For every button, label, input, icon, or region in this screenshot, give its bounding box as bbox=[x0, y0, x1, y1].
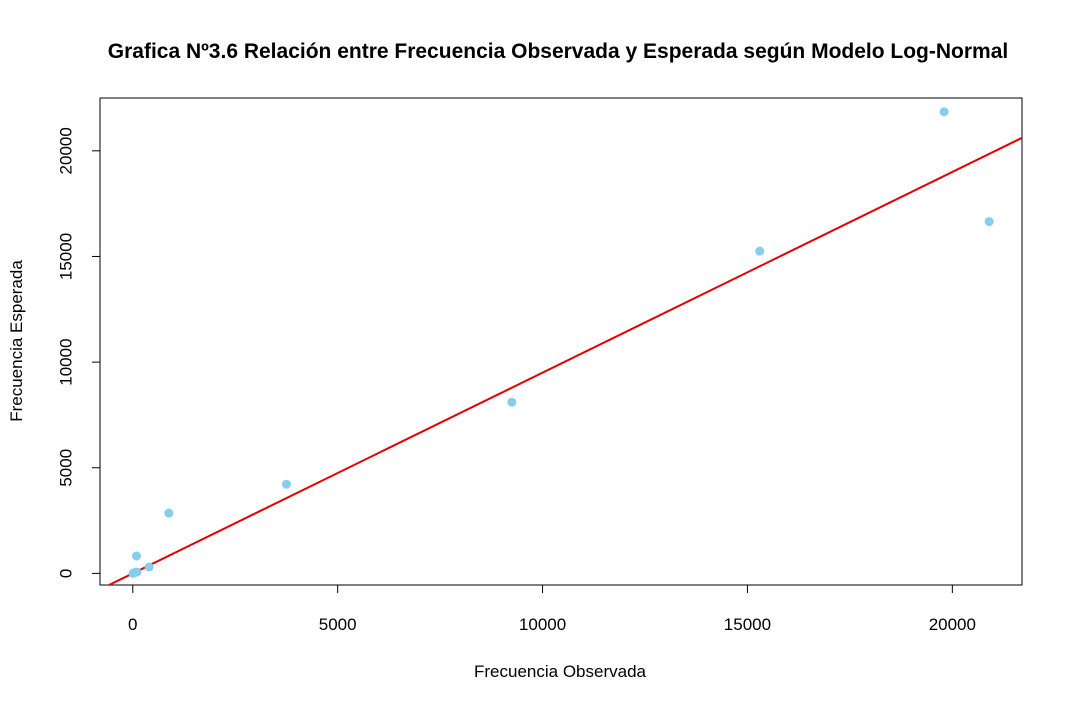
x-tick-label: 0 bbox=[128, 615, 137, 634]
data-points bbox=[128, 107, 994, 578]
data-point-4 bbox=[132, 567, 142, 577]
y-axis: 0 5000 10000 15000 20000 bbox=[56, 127, 101, 578]
data-point-12 bbox=[984, 217, 994, 227]
x-tick-label: 15000 bbox=[724, 615, 771, 634]
x-tick-label: 5000 bbox=[319, 615, 357, 634]
y-tick-label: 15000 bbox=[56, 233, 75, 280]
chart-title: Grafica Nº3.6 Relación entre Frecuencia … bbox=[108, 40, 1008, 63]
data-point-7 bbox=[164, 508, 174, 518]
y-axis-label: Frecuencia Esperada bbox=[7, 260, 26, 422]
y-tick-label: 20000 bbox=[56, 127, 75, 174]
data-point-8 bbox=[281, 479, 291, 489]
x-tick-label: 20000 bbox=[929, 615, 976, 634]
y-tick-label: 0 bbox=[56, 569, 75, 578]
x-axis-label: Frecuencia Observada bbox=[474, 662, 647, 681]
y-tick-label: 10000 bbox=[56, 338, 75, 385]
plot-area bbox=[106, 107, 1022, 585]
data-point-11 bbox=[939, 107, 949, 117]
data-point-9 bbox=[507, 397, 517, 407]
regression-line bbox=[106, 136, 1022, 585]
y-tick-label: 5000 bbox=[56, 449, 75, 487]
x-axis: 0 5000 10000 15000 20000 bbox=[128, 584, 976, 634]
data-point-10 bbox=[755, 246, 765, 256]
data-point-5 bbox=[131, 551, 141, 561]
plot-frame bbox=[99, 97, 1023, 586]
x-tick-label: 10000 bbox=[519, 615, 566, 634]
data-point-6 bbox=[144, 562, 154, 572]
